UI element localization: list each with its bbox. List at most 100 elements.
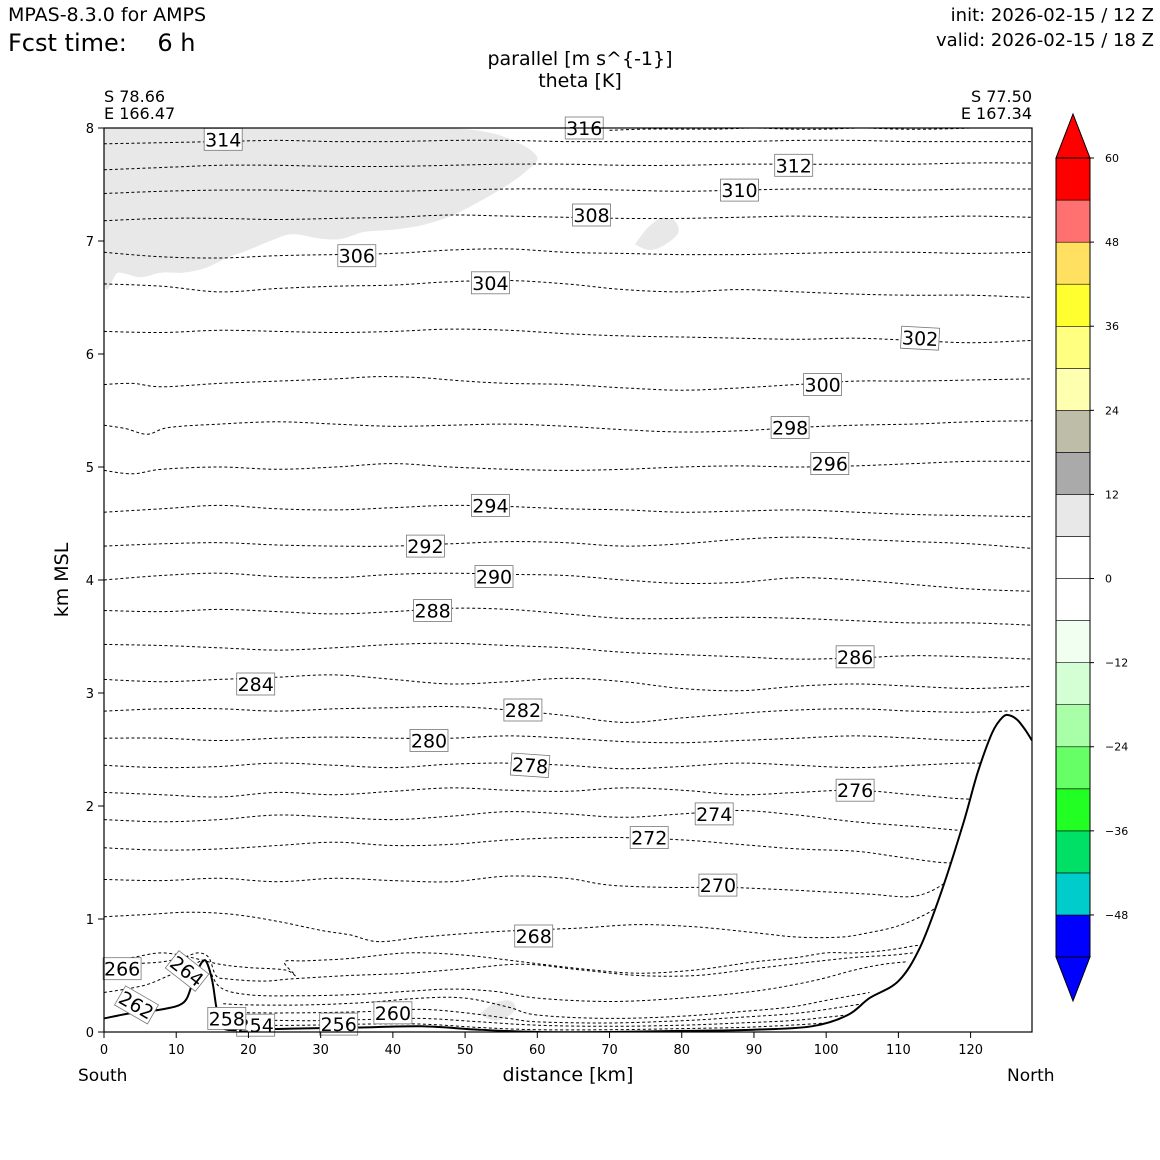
theta-label-304: 304 xyxy=(470,271,510,295)
colorbar: −48 −36 −24 −12 0 12 24 36 48 60 xyxy=(1055,112,1128,1003)
theta-label-box-302 xyxy=(900,325,941,351)
theta-label-text-278: 278 xyxy=(511,754,549,778)
terrain-line xyxy=(104,713,1032,1032)
theta-contour-262 xyxy=(104,960,906,1003)
colorbar-segment-0 xyxy=(1055,914,1091,958)
terrain-layer xyxy=(104,713,1032,1032)
theta-label-300: 300 xyxy=(803,373,842,397)
theta-label-text-290: 290 xyxy=(476,567,512,589)
theta-label-box-258 xyxy=(207,1007,247,1030)
wind-shading-layer xyxy=(104,128,679,1021)
colorbar-segment-15 xyxy=(1055,283,1091,327)
forecast-time: Fcst time: 6 h xyxy=(8,29,195,57)
theta-label-text-270: 270 xyxy=(700,875,736,897)
colorbar-segment-11 xyxy=(1055,452,1091,495)
theta-label-box-294 xyxy=(470,493,510,517)
left-longitude: E 166.47 xyxy=(104,104,176,123)
colorbar-tick-label-24: 24 xyxy=(1105,404,1119,417)
theta-label-box-260 xyxy=(373,1001,413,1025)
theta-label-text-276: 276 xyxy=(837,780,873,802)
theta-label-text-272: 272 xyxy=(631,828,667,850)
x-tick-label-0: 0 xyxy=(100,1043,108,1058)
right-longitude: E 167.34 xyxy=(960,104,1032,123)
theta-label-text-298: 298 xyxy=(772,418,808,440)
theta-label-box-264 xyxy=(164,950,210,992)
y-tick-label-8: 8 xyxy=(86,122,94,137)
x-tick-label-120: 120 xyxy=(958,1043,983,1058)
theta-label-box-280 xyxy=(409,729,449,752)
theta-label-box-298 xyxy=(770,416,810,439)
x-tick-label-60: 60 xyxy=(529,1043,546,1058)
theta-label-box-282 xyxy=(503,698,543,722)
theta-label-258: 258 xyxy=(207,1007,247,1030)
colorbar-over-arrow xyxy=(1055,112,1091,159)
theta-label-text-294: 294 xyxy=(472,495,508,517)
colorbar-segment-6 xyxy=(1055,662,1091,705)
theta-contour-308 xyxy=(104,214,1032,222)
colorbar-segment-2 xyxy=(1055,830,1091,874)
theta-label-text-286: 286 xyxy=(837,647,873,669)
theta-label-box-288 xyxy=(413,599,453,622)
theta-label-text-306: 306 xyxy=(339,246,375,268)
theta-contour-254 xyxy=(219,1022,827,1031)
theta-label-box-262 xyxy=(113,985,160,1025)
theta-label-266: 266 xyxy=(102,957,142,981)
theta-label-text-284: 284 xyxy=(238,674,274,696)
theta-label-box-256 xyxy=(319,1012,359,1036)
theta-label-box-296 xyxy=(810,452,850,476)
theta-label-text-266: 266 xyxy=(104,959,140,981)
theta-contour-298 xyxy=(104,420,1032,435)
theta-label-box-270 xyxy=(698,873,738,897)
colorbar-tick-label--48: −48 xyxy=(1105,909,1128,922)
x-tick-label-40: 40 xyxy=(385,1043,402,1058)
colorbar-tick-label-60: 60 xyxy=(1105,152,1119,165)
theta-label-text-310: 310 xyxy=(721,180,757,202)
theta-label-text-280: 280 xyxy=(411,731,447,753)
theta-contour-276 xyxy=(104,787,1032,800)
colorbar-tick-label-12: 12 xyxy=(1105,488,1119,501)
y-tick-label-5: 5 xyxy=(86,461,94,476)
theta-label-280: 280 xyxy=(409,729,449,753)
chart-subtitle: theta [K] xyxy=(538,70,622,92)
theta-label-294: 294 xyxy=(470,493,510,517)
colorbar-segment-5 xyxy=(1055,704,1091,748)
theta-label-text-308: 308 xyxy=(573,205,609,227)
theta-label-box-310 xyxy=(720,178,759,202)
colorbar-tick-label--24: −24 xyxy=(1105,741,1128,754)
theta-label-260: 260 xyxy=(373,1001,413,1025)
valid-time: valid: 2026-02-15 / 18 Z xyxy=(936,30,1154,51)
corner-left-coords: S 78.66 E 166.47 xyxy=(104,88,175,122)
theta-label-276: 276 xyxy=(835,778,875,802)
colorbar-tick-label-48: 48 xyxy=(1105,236,1119,249)
colorbar-segment-13 xyxy=(1055,367,1091,411)
theta-contour-306 xyxy=(104,248,1032,259)
x-tick-label-80: 80 xyxy=(673,1043,690,1058)
theta-label-282: 282 xyxy=(503,698,543,722)
x-tick-label-20: 20 xyxy=(240,1043,257,1058)
theta-contour-268 xyxy=(104,901,943,943)
colorbar-tick-label--36: −36 xyxy=(1105,825,1128,838)
theta-label-text-258: 258 xyxy=(209,1008,245,1030)
theta-label-box-292 xyxy=(405,534,445,558)
theta-contour-302 xyxy=(104,328,1032,344)
theta-contour-310 xyxy=(104,188,1032,194)
colorbar-segment-10 xyxy=(1055,494,1091,537)
theta-contour-300 xyxy=(104,376,1032,391)
theta-label-298: 298 xyxy=(770,416,810,440)
colorbar-segment-14 xyxy=(1055,325,1091,369)
theta-contour-288 xyxy=(104,607,1032,626)
y-tick-label-7: 7 xyxy=(86,235,94,250)
theta-label-302: 302 xyxy=(900,325,941,351)
theta-label-text-274: 274 xyxy=(696,804,732,826)
theta-contour-272 xyxy=(104,836,971,864)
north-label: North xyxy=(1007,1066,1055,1086)
theta-contour-258 xyxy=(219,1003,863,1024)
right-latitude: S 77.50 xyxy=(970,87,1032,106)
theta-label-text-300: 300 xyxy=(804,375,840,397)
x-tick-label-50: 50 xyxy=(457,1043,474,1058)
y-tick-label-0: 0 xyxy=(86,1026,94,1041)
theta-contour-layer xyxy=(104,128,1032,1031)
theta-contour-312 xyxy=(104,162,1032,171)
forecast-time-value: 6 h xyxy=(157,29,196,57)
